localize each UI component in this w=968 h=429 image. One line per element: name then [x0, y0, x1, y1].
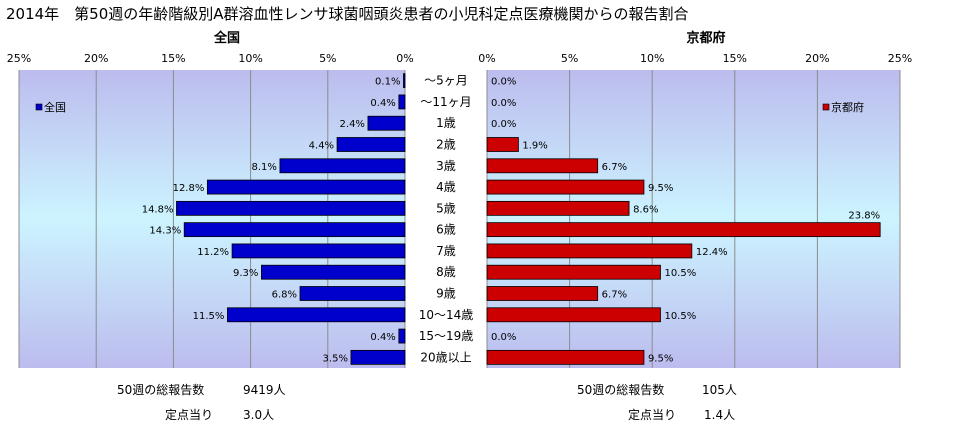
plot-area-national [19, 70, 405, 368]
data-label-kyoto: 0.0% [491, 332, 516, 343]
x-tick-label-kyoto: 0% [478, 52, 495, 65]
data-label-national: 0.4% [370, 332, 395, 343]
data-label-kyoto: 10.5% [664, 311, 696, 322]
legend-label-kyoto: 京都府 [831, 100, 864, 114]
data-label-kyoto: 8.6% [633, 204, 658, 215]
category-label: 8歳 [436, 265, 456, 279]
data-label-kyoto: 6.7% [602, 290, 627, 301]
data-label-national: 2.4% [340, 119, 365, 130]
x-tick-label-kyoto: 15% [723, 52, 747, 65]
data-label-kyoto: 12.4% [696, 247, 728, 258]
national-per-value: 3.0人 [243, 408, 275, 422]
data-label-national: 8.1% [252, 162, 277, 173]
kyoto-total-value: 105人 [702, 383, 737, 397]
bar-national [367, 115, 406, 131]
national-total-label: 50週の総報告数 [117, 383, 205, 397]
bar-national [403, 73, 406, 89]
bar-national [176, 200, 406, 216]
category-label: 6歳 [436, 223, 456, 237]
bar-kyoto [486, 243, 693, 259]
category-label: 10～14歳 [419, 308, 474, 322]
data-label-kyoto: 0.0% [491, 77, 516, 88]
bar-national [336, 137, 406, 152]
legend-swatch-kyoto [822, 103, 830, 111]
national-total-value: 9419人 [243, 383, 286, 397]
category-label: 9歳 [436, 287, 456, 301]
bar-national [279, 158, 406, 174]
bar-kyoto [486, 137, 519, 152]
data-label-national: 0.1% [375, 77, 400, 88]
x-tick-label-national: 25% [7, 52, 31, 65]
bar-national [183, 222, 406, 238]
kyoto-per-label: 定点当り [628, 408, 677, 422]
category-label: 1歳 [436, 116, 456, 130]
data-label-kyoto: 10.5% [664, 268, 696, 279]
category-label: 20歳以上 [420, 350, 471, 364]
x-tick-label-national: 10% [238, 52, 262, 65]
bar-national [206, 179, 406, 195]
data-label-national: 11.2% [197, 247, 229, 258]
bar-national [350, 349, 406, 365]
x-tick-label-kyoto: 10% [640, 52, 664, 65]
data-label-national: 9.3% [233, 268, 258, 279]
x-tick-label-kyoto: 5% [561, 52, 578, 65]
data-label-national: 4.4% [309, 141, 334, 152]
x-tick-label-national: 15% [161, 52, 185, 65]
legend-label-national: 全国 [44, 100, 66, 114]
bar-kyoto [486, 179, 645, 195]
plot-area-kyoto [487, 70, 900, 368]
category-label: ～5ヶ月 [424, 74, 468, 88]
bar-national [227, 307, 406, 323]
category-label: 7歳 [436, 244, 456, 258]
bar-kyoto [486, 286, 599, 301]
data-label-national: 14.8% [142, 204, 174, 215]
x-tick-label-national: 5% [319, 52, 336, 65]
bar-national [261, 264, 406, 280]
x-tick-label-national: 0% [396, 52, 413, 65]
category-label: 5歳 [436, 201, 456, 215]
data-label-national: 14.3% [149, 226, 181, 237]
data-label-kyoto: 0.0% [491, 98, 516, 109]
bar-national [299, 286, 406, 301]
category-label: 15～19歳 [419, 329, 474, 343]
kyoto-per-value: 1.4人 [704, 408, 736, 422]
bar-kyoto [486, 264, 661, 280]
data-label-national: 3.5% [323, 353, 348, 364]
category-label: 4歳 [436, 180, 456, 194]
bar-national [398, 328, 406, 344]
kyoto-total-label: 50週の総報告数 [577, 383, 665, 397]
data-label-kyoto: 6.7% [602, 162, 627, 173]
data-label-kyoto: 9.5% [648, 353, 673, 364]
bar-kyoto [486, 158, 599, 174]
panel-title-kyoto: 京都府 [686, 30, 725, 46]
bar-kyoto [486, 307, 661, 323]
bar-national [398, 94, 406, 110]
data-label-kyoto: 1.9% [522, 141, 547, 152]
category-label: 2歳 [436, 138, 456, 152]
data-label-national: 12.8% [173, 183, 205, 194]
data-label-kyoto: 9.5% [648, 183, 673, 194]
x-tick-label-national: 20% [84, 52, 108, 65]
category-label: 3歳 [436, 159, 456, 173]
data-label-national: 0.4% [370, 98, 395, 109]
bar-kyoto [486, 222, 881, 238]
x-tick-label-kyoto: 20% [805, 52, 829, 65]
legend-swatch-national [35, 103, 43, 111]
page-title: 2014年 第50週の年齢階級別A群溶血性レンサ球菌咽頭炎患者の小児科定点医療機… [6, 5, 689, 23]
data-label-national: 6.8% [272, 290, 297, 301]
data-label-kyoto: 0.0% [491, 119, 516, 130]
x-tick-label-kyoto: 25% [888, 52, 912, 65]
bar-national [231, 243, 406, 259]
national-per-label: 定点当り [165, 408, 214, 422]
data-label-kyoto: 23.8% [848, 211, 880, 222]
panel-title-national: 全国 [213, 30, 240, 46]
category-label: ～11ヶ月 [420, 95, 471, 109]
bar-kyoto [486, 200, 630, 216]
data-label-national: 11.5% [193, 311, 225, 322]
bar-kyoto [486, 349, 645, 365]
